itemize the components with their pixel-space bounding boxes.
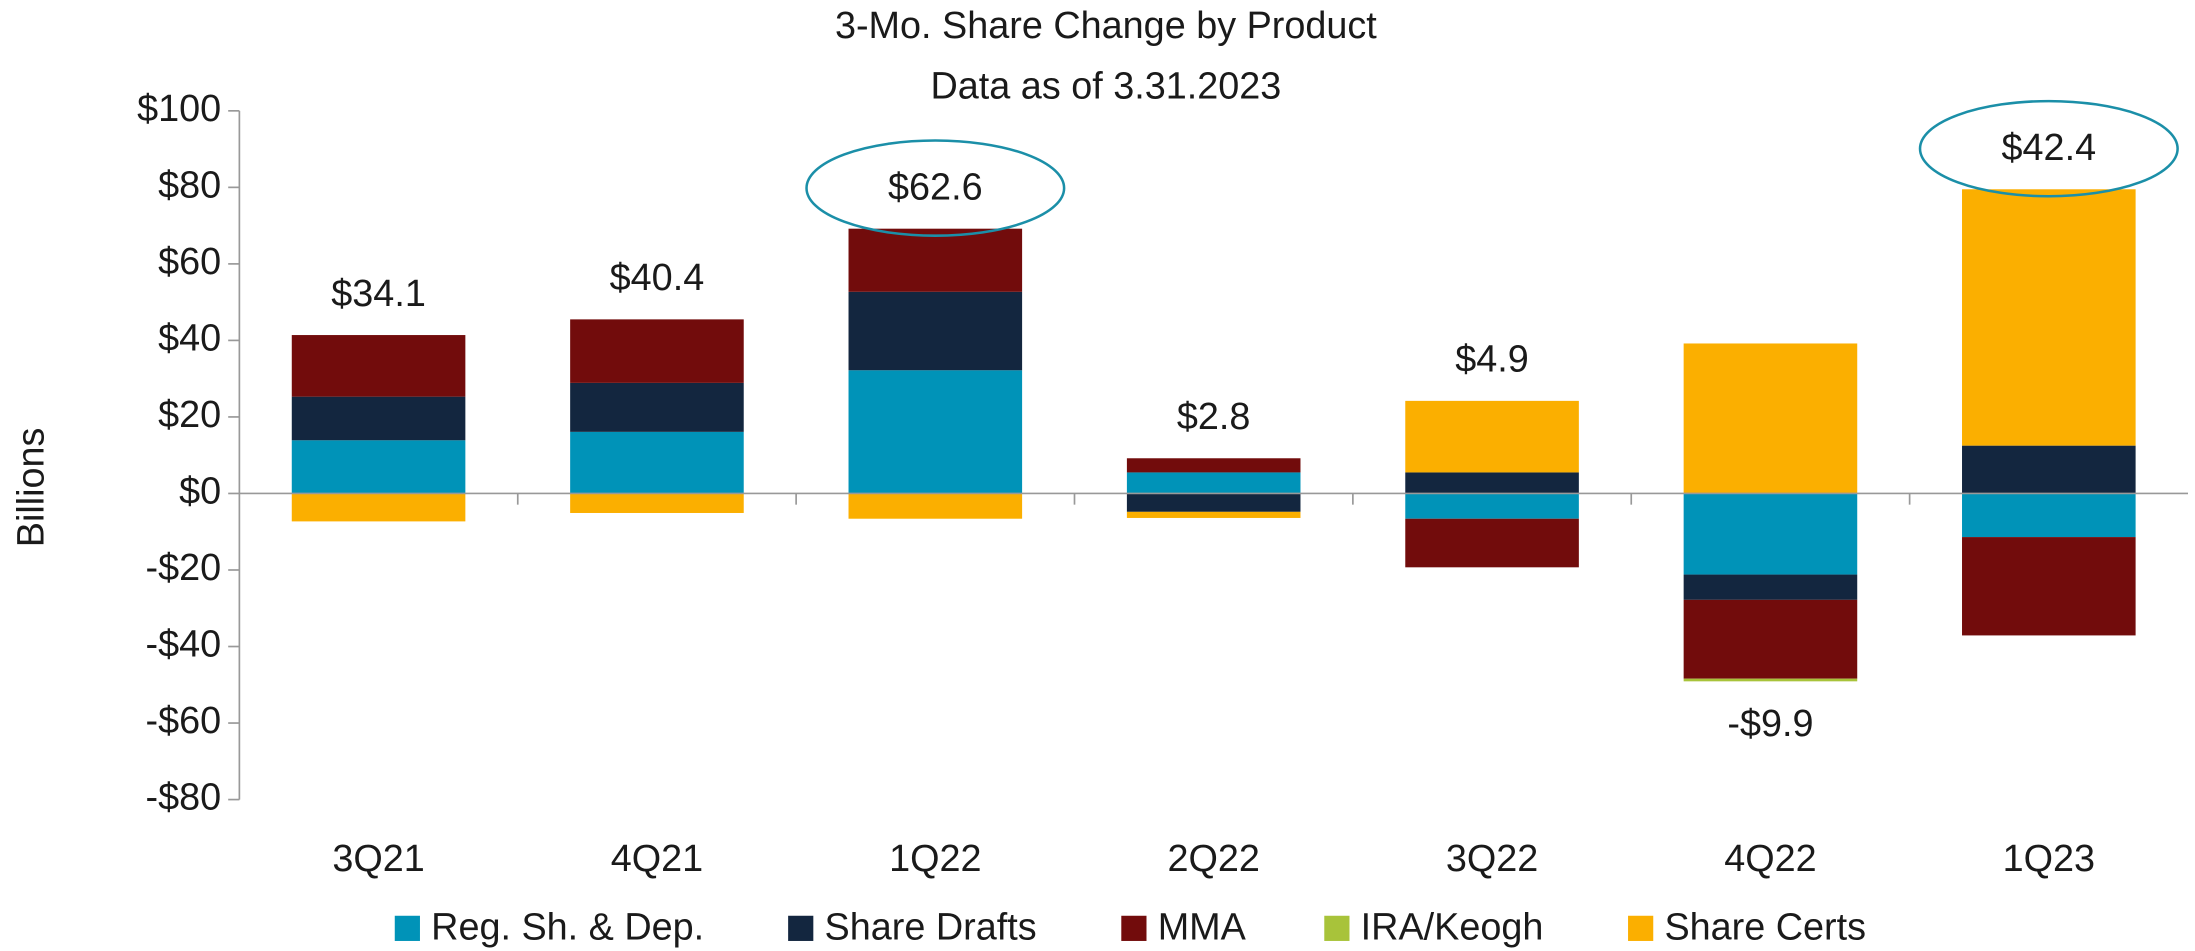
y-tick-label: -$80 bbox=[146, 777, 222, 819]
bar-segment bbox=[570, 431, 744, 494]
legend-label: IRA/Keogh bbox=[1361, 907, 1544, 949]
legend-swatch bbox=[1628, 915, 1654, 941]
bar-segment bbox=[1962, 537, 2136, 636]
bar-segment bbox=[1962, 493, 2136, 538]
bar-segment bbox=[1405, 472, 1579, 494]
bar-segment bbox=[1405, 493, 1579, 519]
x-tick-label: 4Q21 bbox=[611, 838, 703, 880]
bar-segment bbox=[848, 493, 1023, 519]
chart-title: 3-Mo. Share Change by Product bbox=[835, 5, 1377, 47]
legend-label: Share Certs bbox=[1664, 907, 1866, 949]
legend-label: MMA bbox=[1158, 907, 1247, 949]
total-label: $4.9 bbox=[1455, 339, 1529, 381]
bar-segment bbox=[1126, 511, 1301, 518]
x-tick-label: 1Q22 bbox=[889, 838, 981, 880]
y-axis-label: Billions bbox=[11, 428, 53, 548]
bar-segment bbox=[570, 493, 744, 513]
total-label: $34.1 bbox=[331, 273, 426, 315]
legend-label: Share Drafts bbox=[825, 907, 1037, 949]
y-tick-label: $80 bbox=[158, 164, 221, 206]
bar-segment bbox=[1126, 472, 1301, 494]
bar-segment bbox=[1683, 599, 1858, 679]
bar-segment bbox=[570, 319, 744, 383]
x-tick-label: 3Q21 bbox=[332, 838, 424, 880]
y-tick-label: -$20 bbox=[146, 547, 222, 589]
bar-segment bbox=[1683, 574, 1858, 600]
highlight-ellipse bbox=[805, 139, 1066, 237]
bar-segment bbox=[1683, 343, 1858, 494]
y-tick-label: $100 bbox=[137, 88, 221, 130]
x-tick-label: 3Q22 bbox=[1446, 838, 1538, 880]
bar-segment bbox=[1126, 458, 1301, 473]
x-tick-label: 1Q23 bbox=[2003, 838, 2095, 880]
y-tick-label: -$60 bbox=[146, 700, 222, 742]
bar-segment bbox=[1126, 493, 1301, 512]
bar-segment bbox=[570, 382, 744, 432]
bar-segment bbox=[291, 440, 466, 494]
legend-swatch bbox=[1121, 915, 1147, 941]
bar-segment bbox=[1683, 678, 1858, 682]
legend-swatch bbox=[394, 915, 420, 941]
bar-segment bbox=[848, 291, 1023, 371]
y-tick-label: $60 bbox=[158, 241, 221, 283]
legend-swatch bbox=[1324, 915, 1350, 941]
chart-subtitle: Data as of 3.31.2023 bbox=[931, 65, 1282, 107]
bar-segment bbox=[1405, 400, 1579, 473]
total-label: $62.6 bbox=[888, 166, 983, 208]
y-tick-label: $40 bbox=[158, 317, 221, 359]
bar-segment bbox=[291, 396, 466, 441]
bar-segment bbox=[291, 493, 466, 522]
x-tick-label: 2Q22 bbox=[1167, 838, 1259, 880]
legend-swatch bbox=[788, 915, 814, 941]
total-label: $42.4 bbox=[2002, 127, 2097, 169]
bar-segment bbox=[1683, 493, 1858, 575]
y-tick-label: $20 bbox=[158, 394, 221, 436]
bar-segment bbox=[1405, 518, 1579, 568]
bar-segment bbox=[291, 335, 466, 397]
highlight-ellipse bbox=[1918, 99, 2179, 198]
total-label: $40.4 bbox=[610, 257, 705, 299]
total-label: -$9.9 bbox=[1727, 703, 1813, 745]
y-tick-label: -$40 bbox=[146, 624, 222, 666]
total-label: $2.8 bbox=[1177, 396, 1251, 438]
legend-label: Reg. Sh. & Dep. bbox=[431, 907, 704, 949]
x-tick-label: 4Q22 bbox=[1724, 838, 1816, 880]
bar-segment bbox=[848, 228, 1023, 292]
bar-segment bbox=[1962, 189, 2136, 446]
bar-segment bbox=[1962, 445, 2136, 494]
y-tick-label: $0 bbox=[179, 470, 221, 512]
bar-segment bbox=[848, 370, 1023, 494]
